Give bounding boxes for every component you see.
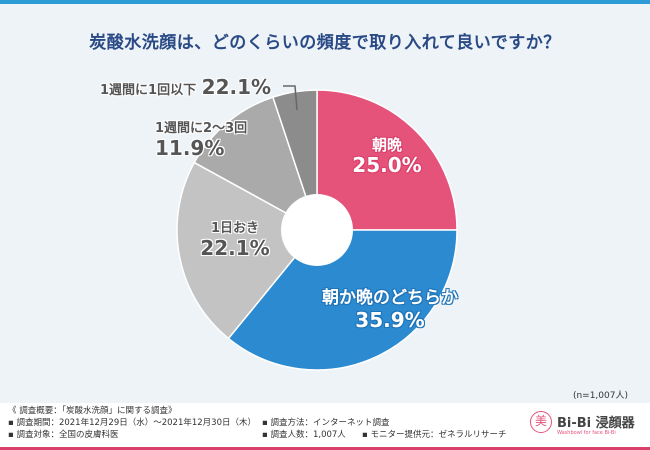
slice-3 [193, 96, 319, 232]
footer-heading: 《 調査概要：「炭酸水洗顔」に関する調査》 [8, 406, 177, 416]
top-accent-bar [0, 0, 650, 4]
leader-line-4 [283, 85, 298, 111]
slice-2 [176, 161, 319, 340]
slice-label-3: 1週間に2〜3回 11.9% [155, 121, 248, 160]
chart-title: 炭酸水洗顔は、どのくらいの頻度で取り入れて良いですか？ [89, 33, 561, 53]
slice-1 [227, 229, 458, 371]
slice-4 [271, 89, 318, 231]
footer-method: ▪ 調査方法：インターネット調査 [262, 418, 390, 428]
logo-tagline: Washbowl for face Bi-Bi [557, 430, 616, 436]
sample-size-note: (n=1,007人) [572, 391, 628, 401]
slice-label-1: 朝か晩のどちらか 35.9% [322, 288, 458, 332]
logo-brand: Bi-Bi 浸顔器 [557, 416, 635, 431]
slice-label-2: 1日おき 22.1% [200, 221, 270, 260]
footer-period: ▪ 調査期間：2021年12月29日（水）〜2021年12月30日（木） [8, 418, 256, 428]
survey-footer: 《 調査概要：「炭酸水洗顔」に関する調査》 ▪ 調査期間：2021年12月29日… [0, 403, 650, 447]
footer-target: ▪ 調査対象：全国の皮膚科医 [8, 430, 119, 440]
slice-label-0: 朝晩 25.0% [352, 136, 422, 178]
footer-provider: ▪ モニター提供元：ゼネラルリサーチ [362, 430, 507, 440]
donut-hole [281, 194, 353, 266]
slice-label-4: 1週間に1回以下 22.1% [100, 75, 272, 99]
bottom-accent-bar [0, 447, 650, 450]
footer-count: ▪ 調査人数：1,007人 [262, 430, 346, 440]
logo-mark-icon: 美 [530, 411, 552, 433]
slice-0 [316, 89, 458, 231]
